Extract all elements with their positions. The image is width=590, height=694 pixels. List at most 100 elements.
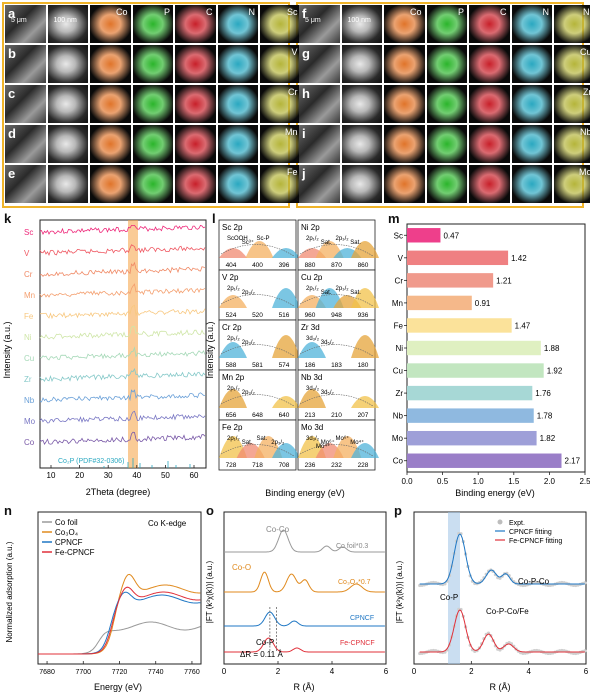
- bar-category-label: Ni: [395, 344, 403, 353]
- eds-map-p: [426, 45, 467, 83]
- xps-tick-label: 207: [358, 412, 369, 419]
- row-letter: j: [302, 166, 306, 181]
- xps-title: Zr 3d: [301, 323, 320, 332]
- expt-point: [521, 651, 525, 655]
- xps-title: Nb 3d: [301, 373, 322, 382]
- xps-peak-label: 3d₃/₂: [306, 436, 320, 442]
- panel-l-ylabel: Intensity (a.u.): [205, 321, 215, 378]
- xps-peak: [315, 241, 344, 258]
- xps-peak-label: 3d₅/₂: [321, 390, 335, 396]
- xps-tick-label: 404: [226, 262, 237, 269]
- eds-map-c: [175, 125, 216, 163]
- row-letter: i: [302, 126, 306, 141]
- xrd-series-label: Nb: [24, 396, 35, 405]
- xanes-tick-label: 7760: [184, 669, 200, 676]
- xrd-trace: [39, 431, 206, 445]
- xps-title: Mo 3d: [301, 423, 323, 432]
- row-letter: f: [302, 6, 307, 21]
- xps-tick-label: 936: [358, 312, 369, 319]
- xps-envelope: [220, 244, 295, 257]
- xps-peak-label: Mo⁶⁺: [336, 435, 350, 442]
- bar-category-label: Cu: [393, 367, 403, 376]
- label-co-o: Co-O: [232, 563, 251, 572]
- eds-map-v: V: [260, 45, 301, 83]
- xps-peak: [219, 248, 247, 258]
- panel-m-bar-chart: Sc 0.47 V 1.42 Cr 1.21 Mn 0.91 Fe 1.47 Ni 1.88 Cu 1.9…: [392, 223, 590, 498]
- xrd-trace: [39, 389, 206, 403]
- eds-map-n: N: [511, 5, 552, 43]
- xps-title: Mn 2p: [222, 373, 245, 382]
- exafs-trace: [224, 611, 385, 627]
- bar-mo: [407, 430, 537, 446]
- panel-k-xlabel: 2Theta (degree): [86, 487, 151, 497]
- label-co-co: Co-Co: [266, 525, 290, 534]
- exafs-tick-label: 4: [330, 667, 335, 676]
- bar-tick-label: 0.0: [401, 477, 413, 486]
- eds-map-n: N: [217, 5, 258, 43]
- xrd-trace: [39, 410, 206, 424]
- xps-tick-label: 180: [358, 362, 369, 369]
- eds-map-c: [469, 45, 510, 83]
- legend-label: Fe-CPNCF: [55, 548, 95, 557]
- xps-peak-label: Sat.: [321, 240, 332, 246]
- eds-map-c: [469, 85, 510, 123]
- xps-peak-label: 3d₅/₂: [321, 340, 335, 346]
- eds-map-c: C: [175, 5, 216, 43]
- element-label: P: [163, 7, 170, 17]
- eds-map-c: [469, 165, 510, 203]
- panel-o-exafs-chart: 0 2 4 6 |FT (k³χ(k))| (a.u.) R (Å) Co-Co Co…: [205, 511, 389, 692]
- panel-n-letter: n: [4, 503, 12, 518]
- series-co-foil: Co foil*0.3: [336, 543, 368, 550]
- scale-bar-label: 5 μm: [11, 17, 27, 24]
- eds-map-mn: Mn: [260, 125, 301, 163]
- expt-point: [418, 651, 422, 656]
- bar-tick-label: 2.5: [579, 477, 590, 486]
- xps-envelope: [220, 344, 295, 357]
- bar-value-label: 1.78: [537, 412, 553, 421]
- eds-map-cr: Cr: [260, 85, 301, 123]
- bar-value-label: 1.76: [535, 389, 551, 398]
- scale-bar-label: 100 nm: [347, 17, 371, 24]
- sem-image: g: [299, 45, 340, 83]
- eds-map-p: [132, 125, 173, 163]
- eds-map-co: [384, 125, 425, 163]
- xps-tick-label: 228: [358, 462, 369, 469]
- bar-category-label: Zr: [395, 389, 403, 398]
- eds-map-p: [132, 165, 173, 203]
- panel-n-edge-label: Co K-edge: [148, 519, 187, 528]
- xps-peak-label: Mo⁴⁺: [350, 439, 364, 446]
- xps-tick-label: 210: [331, 412, 342, 419]
- xps-peak-label: 2p₁/₂: [306, 236, 319, 242]
- exafs-tick-label: 2: [276, 667, 281, 676]
- panel-p-letter: p: [394, 503, 402, 518]
- xrd-trace: [40, 304, 206, 320]
- sem-image: j: [299, 165, 340, 203]
- eds-map-co: [384, 45, 425, 83]
- xps-tick-label: 588: [226, 362, 237, 369]
- bar-category-label: Fe: [394, 321, 404, 330]
- expt-point: [532, 649, 536, 653]
- xps-peak-label: Sat.: [321, 290, 332, 296]
- exafs-trace: [224, 571, 385, 593]
- xps-tick-label: 232: [331, 462, 342, 469]
- xps-envelope: [299, 394, 374, 407]
- legend-label: Expt.: [509, 520, 525, 527]
- eds-map-co: Co: [90, 5, 131, 43]
- xps-envelope: [299, 344, 374, 357]
- element-label: N: [542, 7, 550, 17]
- xrd-trace: [39, 261, 206, 277]
- xps-envelope: [220, 394, 295, 407]
- bar-cr: [407, 273, 494, 288]
- eds-map-n: [217, 125, 258, 163]
- exafs-tick-label: 0: [222, 667, 227, 676]
- bar-value-label: 1.88: [544, 344, 560, 353]
- sem-image: e: [5, 165, 46, 203]
- row-letter: g: [302, 46, 310, 61]
- bar-sc: [407, 228, 441, 243]
- xps-tick-label: 581: [252, 362, 263, 369]
- fit-tick-label: 4: [526, 667, 531, 676]
- element-label: P: [457, 7, 464, 17]
- xps-envelope: [299, 244, 374, 257]
- xps-peak-label: ScOOH: [227, 236, 248, 242]
